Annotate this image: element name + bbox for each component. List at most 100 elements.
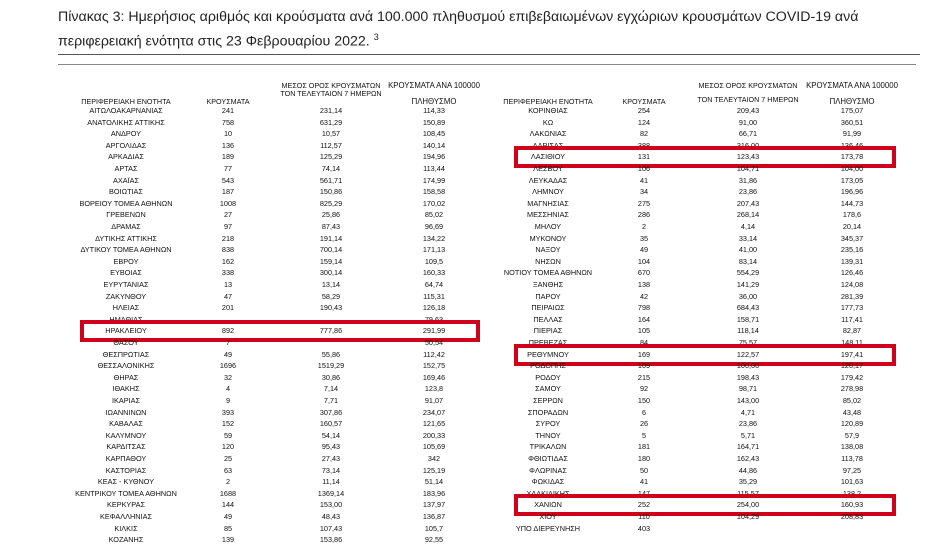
cell-cases: 338 [221,268,235,278]
cell-cases: 1008 [219,198,237,208]
cell-region: ΤΗΝΟΥ [535,430,561,440]
cell-avg: 209,43 [736,106,760,115]
table-row: ΣΕΡΡΩΝ 150 143,00 85,02 [488,396,908,406]
cell-cases: 241 [221,106,235,115]
cell-per: 150,89 [422,117,446,127]
cell-avg: 153,86 [319,535,343,545]
cell-region: ΠΑΡΟΥ [535,291,561,301]
cell-cases: 215 [637,372,651,382]
table-row: ΑΧΑΪΑΣ 543 561,71 174,99 [66,176,486,186]
cell-cases: 275 [637,198,651,208]
cell-region: ΠΕΛΛΑΣ [533,314,563,324]
cell-region: ΛΗΜΝΟΥ [532,187,564,197]
cell-avg: 87,43 [321,222,341,231]
table-row: ΜΕΣΣΗΝΙΑΣ 286 268,14 178,6 [488,210,908,220]
cell-cases: 838 [221,245,235,255]
cell-region: ΚΕΑΣ - ΚΥΘΝΟΥ [97,477,155,487]
cell-cases: 162 [221,256,235,266]
cell-region: ΣΑΜΟΥ [535,384,561,394]
cell-cases: 201 [221,303,235,313]
table-row: ΛΕΥΚΑΔΑΣ 41 31,86 173,05 [488,176,908,186]
cell-avg: 13,14 [321,280,341,289]
cell-region: ΘΑΣΟΥ [113,338,139,347]
table-row: ΠΕΛΛΑΣ 164 158,71 117,41 [488,315,908,325]
cell-region: ΚΑΣΤΟΡΙΑΣ [105,465,147,475]
cell-cases: 150 [637,396,651,405]
cell-region: ΔΥΤΙΚΗΣ ΑΤΤΙΚΗΣ [95,233,157,243]
table-row: ΣΠΟΡΑΔΩΝ 6 4,71 43,48 [488,408,908,418]
cell-avg: 74,14 [321,164,341,173]
cell-region: ΜΥΚΟΝΟΥ [529,233,567,243]
cell-cases: 85 [223,523,233,533]
table-row: ΚΙΛΚΙΣ 85 107,43 105,7 [66,524,486,534]
cell-region: ΡΕΘΥΜΝΟΥ [527,349,569,359]
cell-cases: 42 [639,291,649,301]
cell-per: 101,63 [840,477,864,487]
cell-region: ΣΥΡΟΥ [535,419,561,429]
cell-per: 139,31 [840,256,864,266]
table-row: ΒΟΡΕΙΟΥ ΤΟΜΕΑ ΑΘΗΝΩΝ 1008 825,29 170,02 [66,199,486,209]
cell-region: ΝΟΤΙΟΥ ΤΟΜΕΑ ΑΘΗΝΩΝ [503,268,593,278]
cell-cases: 10 [223,129,233,139]
table-row: ΛΑΡΙΣΑΣ 388 316,00 136,46 [488,141,908,151]
cell-cases: 403 [637,523,651,533]
cell-avg: 4,14 [740,222,756,231]
cell-region: ΙΩΑΝΝΙΝΩΝ [105,407,147,417]
cell-cases: 124 [637,117,651,127]
cell-avg: 83,14 [738,256,758,266]
cell-region: ΛΕΥΚΑΔΑΣ [528,175,568,185]
cell-avg: 158,71 [736,314,760,324]
header-region-label: ΠΕΡΙΦΕΡΕΙΑΚΗ ΕΝΟΤΗΤΑ [503,97,593,106]
table-caption: Πίνακας 3: Ημερήσιος αριθμός και κρούσμα… [58,7,918,52]
cell-avg: 7,71 [323,396,339,405]
cell-cases: 49 [223,512,233,521]
cell-per: 278,98 [840,384,864,394]
cell-per: 200,33 [422,430,446,440]
cell-region: ΠΕΙΡΑΙΩΣ [531,303,565,313]
cell-per: 136,87 [422,512,446,521]
cell-per: 117,41 [841,314,863,324]
cell-region: ΛΑΚΩΝΙΑΣ [529,129,567,139]
cell-per: 124,08 [840,280,864,289]
cell-cases: 798 [637,303,651,313]
cell-per: 50,54 [424,338,444,347]
table-row: ΔΥΤΙΚΗΣ ΑΤΤΙΚΗΣ 218 191,14 134,22 [66,234,486,244]
cell-region: ΧΙΟΥ [539,512,557,521]
cell-region: ΚΑΡΔΙΤΣΑΣ [106,442,146,452]
cell-avg: 231,14 [319,106,343,115]
cell-per: 152,75 [422,361,446,371]
cell-per: 138,08 [840,442,864,452]
cell-region: ΚΑΒΑΛΑΣ [109,419,143,429]
cell-cases: 110 [638,512,650,521]
header-per-line2: ΠΛΗΘΥΣΜΟ [829,97,875,106]
table-row: ΛΑΣΙΘΙΟΥ 131 123,43 173,78 [488,152,908,162]
cell-per: 158,58 [422,187,446,197]
cell-per: 234,07 [422,407,446,417]
cell-region: ΤΡΙΚΑΛΩΝ [529,442,567,452]
cell-avg: 44,86 [738,465,758,475]
table-row: ΓΡΕΒΕΝΩΝ 27 25,86 85,02 [66,210,486,220]
table-row: ΝΗΣΩΝ 104 83,14 139,31 [488,257,908,267]
cell-region: ΛΑΡΙΣΑΣ [532,140,564,150]
table-row: ΚΟΡΙΝΘΙΑΣ 254 209,43 175,07 [488,106,908,116]
table-row: ΙΘΑΚΗΣ 4 7,14 123,8 [66,384,486,394]
cell-avg: 31,86 [738,175,758,185]
cell-avg: 300,14 [319,268,343,278]
table-row: ΧΑΝΙΩΝ 252 254,00 160,93 [488,500,908,510]
cell-per: 173,05 [840,175,864,185]
cell-region: ΜΕΣΣΗΝΙΑΣ [527,210,569,220]
cell-cases: 120 [221,442,235,452]
cell-per: 115,31 [423,291,445,301]
cell-per: 51,14 [424,477,444,487]
cell-region: ΕΥΒΟΙΑΣ [110,268,142,278]
cell-avg: 118,14 [737,326,759,336]
cell-cases: 97 [223,222,233,231]
table-row: ΝΟΤΙΟΥ ΤΟΜΕΑ ΑΘΗΝΩΝ 670 554,29 126,46 [488,268,908,278]
cell-region: ΚΟΡΙΝΘΙΑΣ [528,106,568,115]
table-row: ΠΑΡΟΥ 42 36,00 281,39 [488,292,908,302]
cell-cases: 104 [637,256,651,266]
cell-avg: 27,43 [321,454,341,463]
cell-per: 138,2 [842,488,862,498]
highlight-box [80,320,480,343]
cell-region: ΑΧΑΪΑΣ [112,175,139,185]
